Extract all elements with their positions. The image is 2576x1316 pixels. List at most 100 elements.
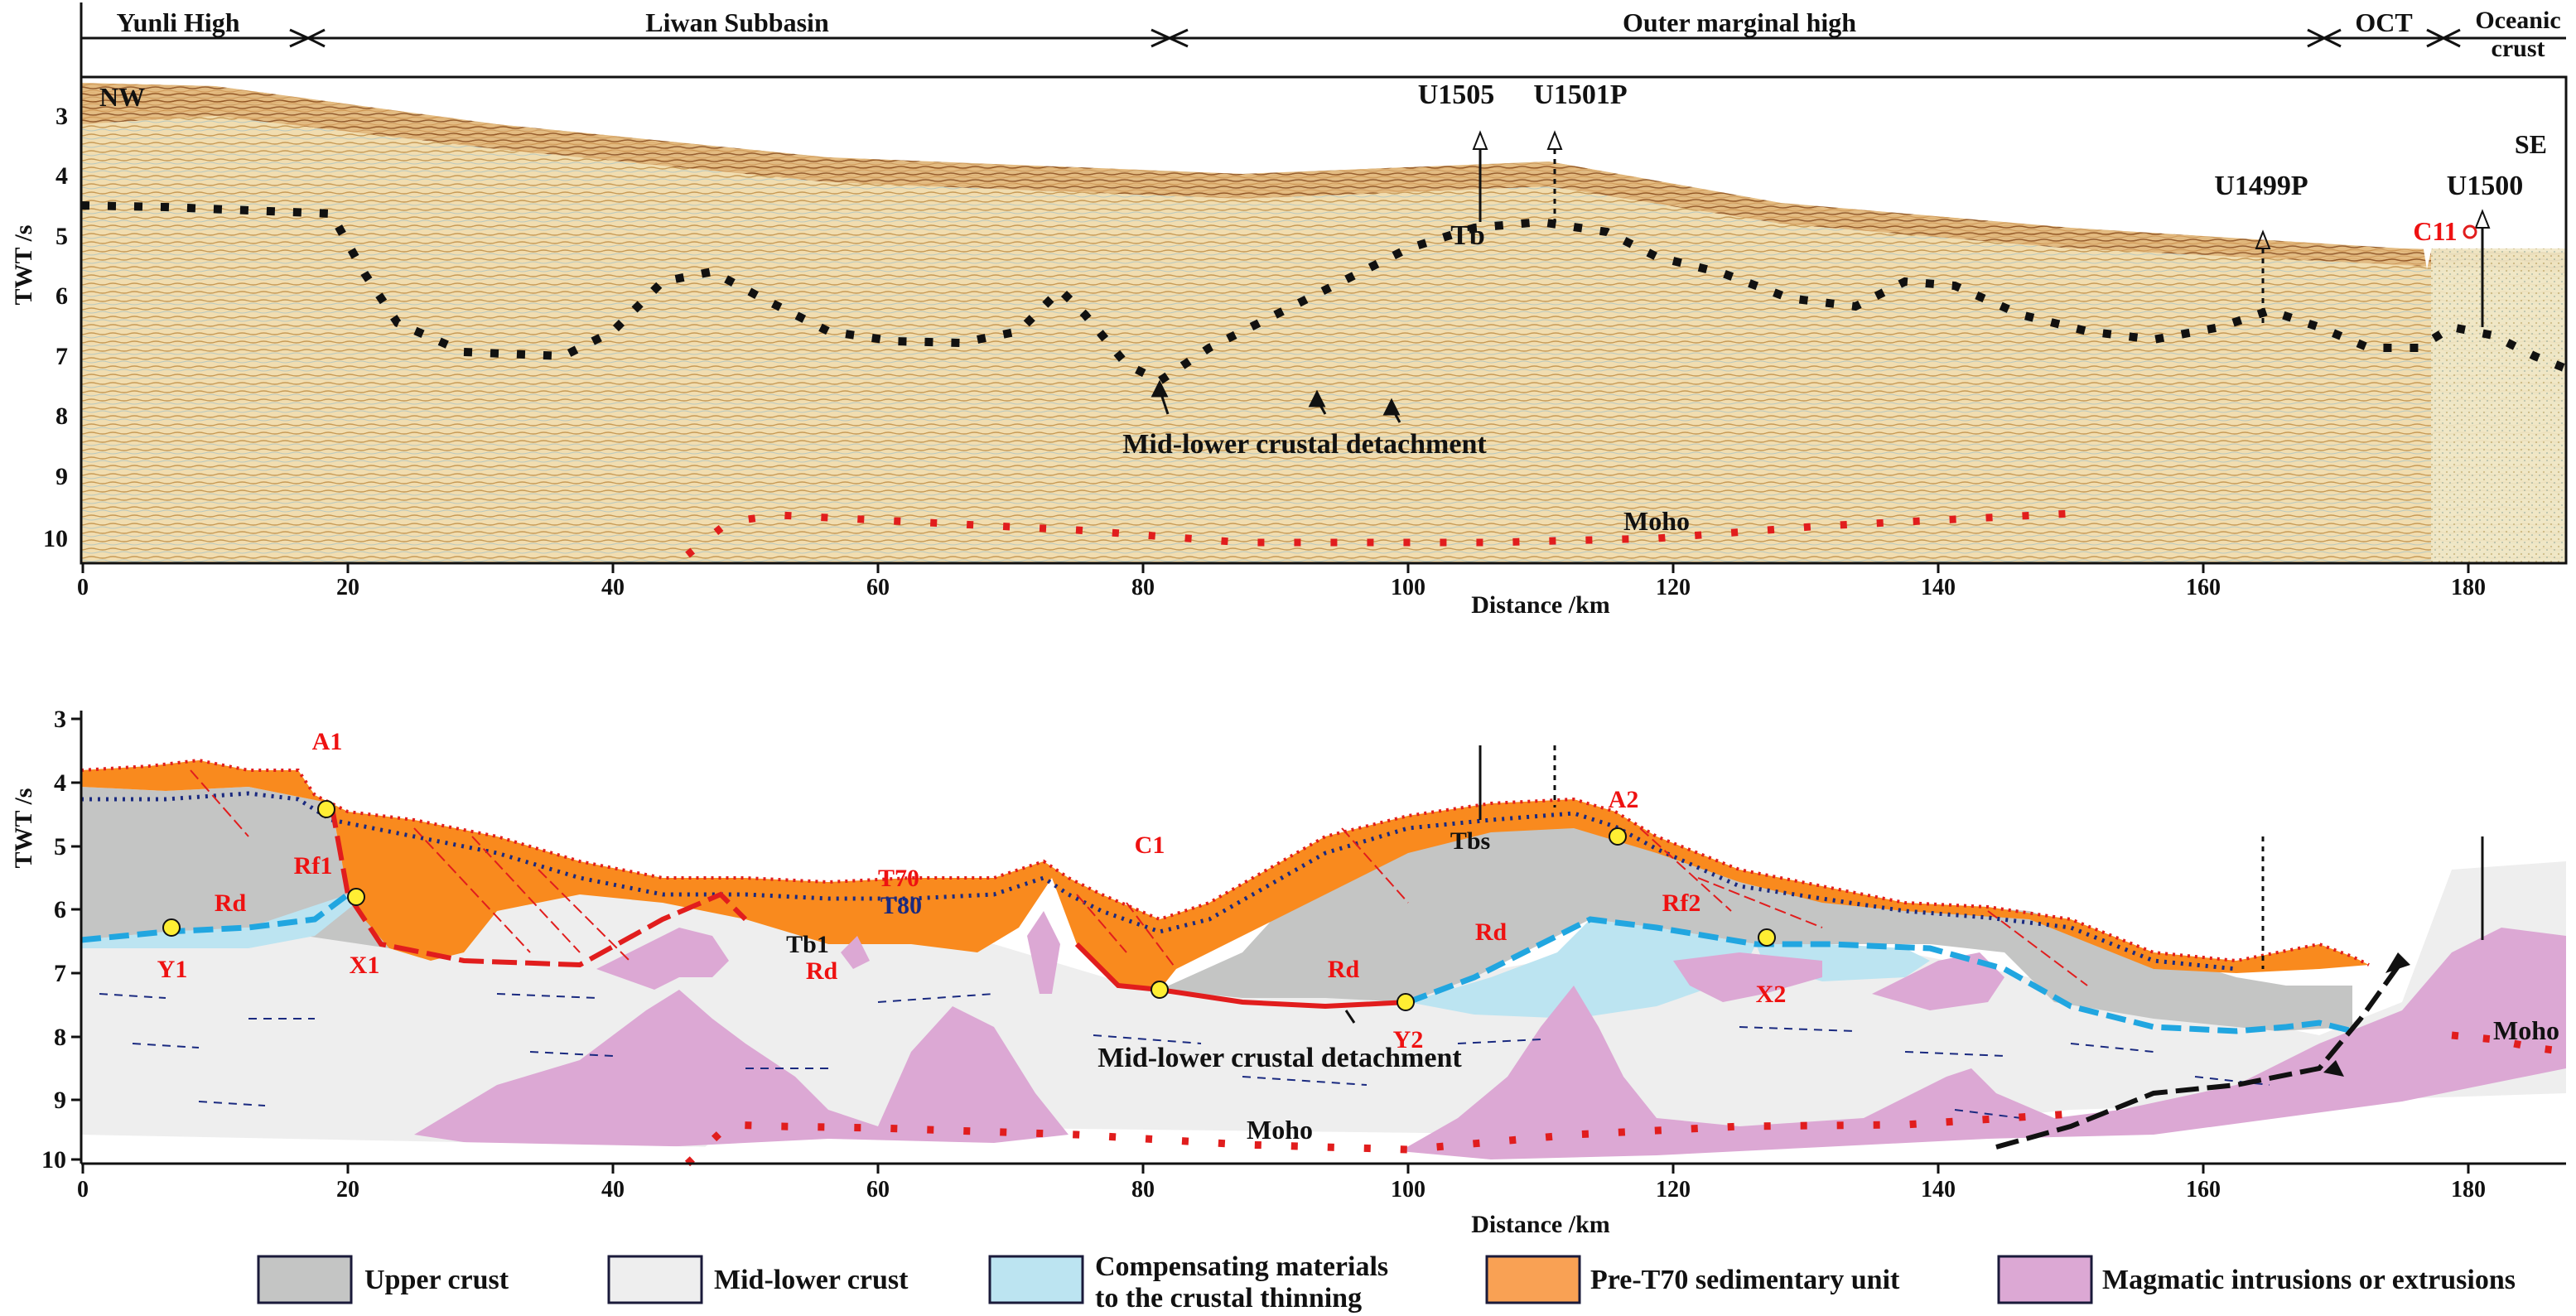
bottom-x-tick: 140 bbox=[1921, 1177, 1956, 1203]
province-oct: OCT bbox=[2355, 7, 2412, 37]
top-y-tick: 6 bbox=[55, 282, 68, 310]
well-label-u1505: U1505 bbox=[1418, 80, 1495, 110]
bottom-x-tick: 20 bbox=[336, 1177, 359, 1203]
legend-item-pre-t70: Pre-T70 sedimentary unit bbox=[1485, 1255, 1900, 1304]
label-tbs: Tbs bbox=[1450, 827, 1490, 855]
bottom-y-tick: 10 bbox=[41, 1146, 66, 1174]
legend-label: Mid-lower crust bbox=[714, 1265, 909, 1295]
corner-label-se: SE bbox=[2515, 129, 2547, 159]
label-x1: X1 bbox=[350, 952, 380, 979]
well-u1499p bbox=[2255, 229, 2271, 327]
top-x-tick: 100 bbox=[1391, 575, 1425, 600]
bottom-x-tick: 120 bbox=[1656, 1177, 1691, 1203]
legend-label: Compensating materials bbox=[1095, 1251, 1388, 1282]
label-detachment-bottom: Mid-lower crustal detachment bbox=[1097, 1043, 1462, 1073]
well-symbols-bottom bbox=[1479, 745, 2484, 969]
bottom-x-tick: 80 bbox=[1131, 1177, 1155, 1203]
top-y-axis-title: TWT /s bbox=[10, 225, 37, 306]
detachment-label-top: Mid-lower crustal detachment bbox=[1122, 429, 1487, 460]
label-t80: T80 bbox=[880, 892, 922, 919]
label-a1: A1 bbox=[312, 728, 343, 755]
legend-item-upper-crust: Upper crust bbox=[257, 1255, 509, 1304]
label-rd3: Rd bbox=[1328, 956, 1360, 983]
label-t70: T70 bbox=[878, 865, 919, 892]
tb-label: Tb bbox=[1450, 220, 1485, 251]
well-label-u1500: U1500 bbox=[2447, 171, 2524, 201]
label-a2: A2 bbox=[1609, 786, 1639, 813]
province-yunli-high: Yunli High bbox=[116, 7, 239, 37]
bottom-x-tick: 40 bbox=[601, 1177, 625, 1203]
top-y-tick: 3 bbox=[55, 103, 68, 130]
detachment-arrows-top bbox=[1151, 379, 1401, 423]
top-x-axis: 0 20 40 60 80 100 120 140 160 180 Distan… bbox=[77, 563, 2486, 619]
top-y-axis: 3 4 5 6 7 8 9 10 TWT /s bbox=[10, 77, 83, 563]
top-x-axis-title: Distance /km bbox=[1471, 591, 1610, 619]
top-y-tick: 10 bbox=[43, 525, 68, 552]
bottom-y-axis: 3 4 5 6 7 8 9 10 TWT /s bbox=[10, 706, 83, 1174]
bottom-y-tick: 4 bbox=[54, 769, 66, 797]
well-label-u1501p: U1501P bbox=[1533, 80, 1627, 110]
top-y-tick: 9 bbox=[55, 463, 68, 490]
c11-pointer-icon bbox=[2423, 244, 2433, 269]
label-rf2: Rf2 bbox=[1662, 889, 1701, 917]
bottom-x-tick: 60 bbox=[866, 1177, 890, 1203]
well-u1501p bbox=[1546, 130, 1563, 222]
legend-swatch bbox=[607, 1255, 703, 1304]
legend-item-mid-lower-crust: Mid-lower crust bbox=[607, 1255, 909, 1304]
well-u1505 bbox=[1472, 130, 1488, 222]
key-points bbox=[162, 800, 1776, 1011]
corner-label-nw: NW bbox=[99, 82, 145, 112]
top-x-tick: 180 bbox=[2451, 575, 2486, 600]
province-bar: Yunli High Liwan Subbasin Outer marginal… bbox=[80, 2, 2566, 79]
top-x-tick: 140 bbox=[1921, 575, 1956, 600]
top-y-tick: 8 bbox=[55, 403, 68, 430]
label-rd4: Rd bbox=[1475, 918, 1507, 946]
legend-label: Pre-T70 sedimentary unit bbox=[1590, 1265, 1900, 1295]
legend-label-line2: to the crustal thinning bbox=[1095, 1283, 1362, 1314]
label-y2: Y2 bbox=[1393, 1026, 1424, 1053]
label-rd1: Rd bbox=[215, 889, 247, 917]
province-crust: crust bbox=[2492, 35, 2545, 62]
bottom-x-tick: 0 bbox=[77, 1177, 89, 1203]
c11-star-icon bbox=[2463, 224, 2477, 239]
bottom-y-tick: 8 bbox=[54, 1024, 66, 1051]
province-liwan-subbasin: Liwan Subbasin bbox=[645, 7, 829, 37]
top-x-tick: 160 bbox=[2186, 575, 2221, 600]
moho-label-top: Moho bbox=[1623, 506, 1690, 536]
bottom-y-tick: 3 bbox=[54, 706, 66, 733]
label-moho-bottom-1: Moho bbox=[1247, 1115, 1313, 1145]
top-x-tick: 120 bbox=[1656, 575, 1691, 600]
bottom-y-tick: 5 bbox=[54, 833, 66, 860]
bottom-y-tick: 6 bbox=[54, 896, 66, 923]
top-y-tick: 5 bbox=[55, 223, 68, 250]
legend-label: Upper crust bbox=[364, 1265, 509, 1295]
top-x-tick: 40 bbox=[601, 575, 625, 600]
interpretation-panel: A1 Rf1 Rd Y1 X1 T70 T80 Tb1 Rd C1 Rd Y2 … bbox=[10, 706, 2567, 1238]
legend-label: Magmatic intrusions or extrusions bbox=[2102, 1265, 2516, 1295]
bottom-x-tick: 160 bbox=[2186, 1177, 2221, 1203]
seismic-panel: U1505 U1501P U1499P U1500 NW SE Tb C11 M… bbox=[10, 75, 2568, 619]
detachment-arrow-icon bbox=[1344, 1010, 1356, 1024]
bottom-y-axis-title: TWT /s bbox=[10, 788, 37, 869]
label-tb1: Tb1 bbox=[786, 931, 829, 958]
label-c1: C1 bbox=[1135, 832, 1165, 859]
top-x-tick: 0 bbox=[77, 575, 89, 600]
legend-item-magmatic: Magmatic intrusions or extrusions bbox=[1997, 1255, 2516, 1304]
legend-swatch bbox=[257, 1255, 353, 1304]
top-y-tick: 7 bbox=[55, 343, 68, 370]
legend-item-compensating: Compensating materials to the crustal th… bbox=[988, 1251, 1388, 1314]
label-x2: X2 bbox=[1756, 981, 1787, 1008]
bottom-y-tick: 9 bbox=[54, 1087, 66, 1114]
province-outer-marginal-high: Outer marginal high bbox=[1623, 7, 1856, 37]
legend-swatch bbox=[988, 1255, 1084, 1304]
label-rd2: Rd bbox=[806, 957, 838, 985]
label-moho-bottom-2: Moho bbox=[2493, 1015, 2559, 1045]
c11-label: C11 bbox=[2413, 216, 2457, 246]
bottom-x-axis-title: Distance /km bbox=[1471, 1211, 1610, 1238]
well-label-u1499p: U1499P bbox=[2214, 171, 2308, 201]
top-x-tick: 20 bbox=[336, 575, 359, 600]
bottom-x-axis: 0 20 40 60 80 100 120 140 160 180 Distan… bbox=[77, 1162, 2566, 1238]
bottom-y-tick: 7 bbox=[54, 960, 66, 987]
province-oceanic: Oceanic bbox=[2475, 7, 2560, 34]
